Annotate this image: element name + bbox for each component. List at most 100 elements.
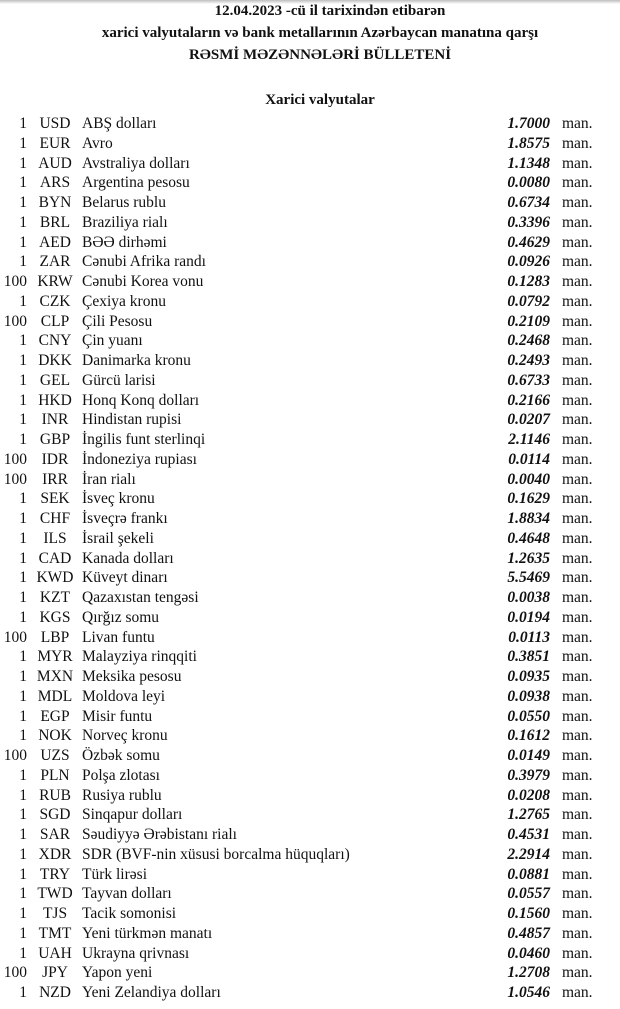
rate-unit: man. xyxy=(562,292,593,310)
rate-multiplier: 1 xyxy=(19,431,27,448)
currency-name: Qazaxıstan tengəsi xyxy=(82,589,199,606)
currency-name: İsveçrə frankı xyxy=(82,510,168,527)
rate-unit: man. xyxy=(562,431,593,448)
rate-unit: man. xyxy=(562,391,593,409)
rate-value: 0.2468 xyxy=(507,332,550,350)
currency-name: Çexiya kronu xyxy=(82,292,166,310)
rate-multiplier: 1 xyxy=(19,648,27,666)
rate-unit: man. xyxy=(562,628,593,646)
rate-value: 0.0926 xyxy=(507,253,550,271)
rate-multiplier: 100 xyxy=(3,450,27,468)
rate-row: 1 AED BƏƏ dirhəmi 0.4629 man. xyxy=(0,233,620,253)
page-edge-shadow xyxy=(0,0,620,4)
rate-unit: man. xyxy=(562,549,593,567)
rate-multiplier: 1 xyxy=(19,529,27,547)
rate-row: 1 HKD Honq Konq dolları 0.2166 man. xyxy=(0,391,620,411)
rate-unit: man. xyxy=(562,174,593,192)
rate-multiplier: 1 xyxy=(19,668,27,685)
rate-row: 1 NZD Yeni Zelandiya dolları 1.0546 man. xyxy=(0,983,620,1003)
rate-value: 0.0040 xyxy=(507,470,550,488)
currency-code: UAH xyxy=(38,944,72,962)
rate-row: 1 SEK İsveç kronu 0.1629 man. xyxy=(0,489,620,509)
rate-value: 1.2635 xyxy=(507,549,550,567)
rate-value: 0.0881 xyxy=(507,865,550,883)
rate-unit: man. xyxy=(562,984,593,1001)
rate-value: 0.1560 xyxy=(507,905,550,922)
rate-multiplier: 1 xyxy=(19,569,27,587)
rate-value: 0.3851 xyxy=(507,648,550,666)
currency-name: Sinqapur dolları xyxy=(82,806,183,824)
rate-multiplier: 1 xyxy=(19,549,27,567)
rate-unit: man. xyxy=(562,589,593,606)
rate-row: 1 BRL Braziliya rialı 0.3396 man. xyxy=(0,213,620,233)
rate-multiplier: 1 xyxy=(19,490,27,508)
rate-unit: man. xyxy=(562,569,593,587)
currency-code: BRL xyxy=(39,213,71,231)
currency-code: CNY xyxy=(38,332,72,350)
currency-code: NZD xyxy=(39,984,71,1001)
rate-unit: man. xyxy=(562,747,593,764)
currency-code: UZS xyxy=(40,747,70,764)
rate-value: 5.5469 xyxy=(507,569,550,587)
rate-multiplier: 1 xyxy=(19,233,27,251)
currency-code: DKK xyxy=(38,352,72,369)
rate-multiplier: 1 xyxy=(19,786,27,804)
rate-row: 1 GBP İngilis funt sterlinqi 2.1146 man. xyxy=(0,430,620,450)
currency-name: Livan funtu xyxy=(82,628,155,646)
rate-row: 100 UZS Özbək somu 0.0149 man. xyxy=(0,746,620,766)
rate-value: 0.3979 xyxy=(507,766,550,784)
rate-value: 0.4531 xyxy=(507,826,550,843)
rate-unit: man. xyxy=(562,766,593,784)
rate-multiplier: 100 xyxy=(3,747,27,764)
rate-unit: man. xyxy=(562,608,593,626)
rate-row: 1 DKK Danimarka kronu 0.2493 man. xyxy=(0,351,620,371)
rate-row: 1 ARS Argentina pesosu 0.0080 man. xyxy=(0,173,620,193)
rate-row: 1 UAH Ukrayna qrivnası 0.0460 man. xyxy=(0,944,620,964)
currency-name: Tayvan dolları xyxy=(82,885,172,903)
rate-value: 0.0460 xyxy=(507,944,550,962)
currency-code: AUD xyxy=(38,154,72,172)
rate-unit: man. xyxy=(562,134,593,152)
rate-unit: man. xyxy=(562,253,593,271)
rate-value: 0.0038 xyxy=(507,589,550,606)
rate-unit: man. xyxy=(562,371,593,389)
currency-name: İsveç kronu xyxy=(82,490,155,508)
currency-name: Argentina pesosu xyxy=(82,174,190,192)
rate-row: 1 KGS Qırğız somu 0.0194 man. xyxy=(0,608,620,628)
rate-value: 1.2765 xyxy=(507,806,550,824)
currency-code: PLN xyxy=(40,766,70,784)
rate-multiplier: 100 xyxy=(3,964,27,982)
currency-name: İsrail şekeli xyxy=(82,529,154,547)
rate-row: 1 TWD Tayvan dolları 0.0557 man. xyxy=(0,884,620,904)
rate-row: 1 KZT Qazaxıstan tengəsi 0.0038 man. xyxy=(0,588,620,608)
currency-name: Yapon yeni xyxy=(82,964,153,982)
currency-code: TWD xyxy=(37,885,73,903)
rate-unit: man. xyxy=(562,964,593,982)
rate-row: 1 GEL Gürcü larisi 0.6733 man. xyxy=(0,371,620,391)
rate-value: 0.2109 xyxy=(507,312,550,330)
currency-name: Belarus rublu xyxy=(82,194,166,211)
currency-code: TRY xyxy=(39,865,71,883)
currency-name: Misir funtu xyxy=(82,707,153,725)
currency-name: Yeni türkmən manatı xyxy=(82,924,213,942)
rate-row: 1 MXN Meksika pesosu 0.0935 man. xyxy=(0,667,620,687)
currency-code: BYN xyxy=(38,194,72,211)
rate-value: 0.0938 xyxy=(507,687,550,705)
currency-name: Avstraliya dolları xyxy=(82,154,190,172)
currency-code: HKD xyxy=(38,391,72,409)
rate-unit: man. xyxy=(562,213,593,231)
rate-multiplier: 1 xyxy=(19,608,27,626)
rate-value: 0.0080 xyxy=(507,174,550,192)
rate-row: 1 MDL Moldova leyi 0.0938 man. xyxy=(0,687,620,707)
rate-unit: man. xyxy=(562,885,593,903)
currency-name: Braziliya rialı xyxy=(82,213,168,231)
currency-code: JPY xyxy=(42,964,68,982)
rate-row: 1 CNY Çin yuanı 0.2468 man. xyxy=(0,331,620,351)
rate-multiplier: 1 xyxy=(19,885,27,903)
rate-value: 1.8834 xyxy=(507,510,550,527)
rate-value: 0.0207 xyxy=(507,411,550,429)
currency-name: Malayziya rinqqiti xyxy=(82,648,197,666)
currency-code: XDR xyxy=(38,845,72,863)
rate-multiplier: 1 xyxy=(19,589,27,606)
rate-multiplier: 1 xyxy=(19,845,27,863)
